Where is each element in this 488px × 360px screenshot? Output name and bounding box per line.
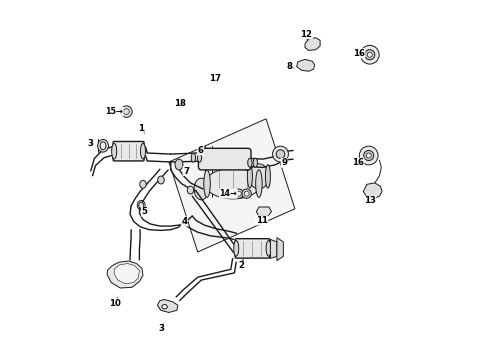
Text: 7: 7 [183, 166, 189, 175]
Text: 13: 13 [363, 197, 375, 205]
Text: 15→: 15→ [105, 107, 123, 116]
Ellipse shape [175, 159, 183, 170]
Ellipse shape [158, 176, 164, 184]
Text: 6: 6 [197, 146, 203, 155]
FancyBboxPatch shape [113, 141, 144, 161]
Text: 11: 11 [255, 216, 267, 225]
Ellipse shape [247, 165, 252, 188]
Text: 2: 2 [238, 261, 244, 270]
Circle shape [366, 153, 370, 158]
Ellipse shape [100, 142, 106, 150]
Ellipse shape [159, 303, 170, 311]
Polygon shape [168, 119, 294, 252]
Text: 4: 4 [181, 217, 187, 226]
Circle shape [272, 146, 288, 162]
Ellipse shape [204, 168, 260, 199]
Polygon shape [276, 238, 283, 261]
Text: 10: 10 [109, 299, 121, 307]
Text: 3: 3 [159, 324, 164, 333]
Text: 5: 5 [141, 207, 147, 216]
Text: 9: 9 [281, 158, 286, 167]
Text: 1: 1 [138, 124, 144, 133]
Polygon shape [270, 239, 276, 258]
Ellipse shape [248, 164, 268, 189]
Polygon shape [305, 38, 320, 50]
Ellipse shape [111, 143, 117, 159]
Circle shape [360, 45, 378, 64]
Circle shape [366, 52, 371, 57]
Polygon shape [256, 207, 271, 216]
Polygon shape [296, 59, 314, 71]
Ellipse shape [203, 170, 210, 197]
Circle shape [242, 189, 251, 198]
FancyBboxPatch shape [235, 239, 269, 258]
Ellipse shape [194, 178, 208, 200]
Circle shape [236, 191, 241, 196]
FancyBboxPatch shape [198, 148, 250, 170]
Polygon shape [157, 300, 178, 312]
Ellipse shape [139, 202, 143, 208]
Text: 8: 8 [286, 62, 292, 71]
Polygon shape [107, 261, 142, 288]
Polygon shape [114, 264, 139, 284]
Ellipse shape [247, 158, 251, 167]
Circle shape [276, 150, 284, 158]
Text: 16: 16 [351, 158, 363, 167]
Text: 18: 18 [174, 99, 186, 108]
Text: 16: 16 [352, 49, 364, 58]
Circle shape [121, 106, 132, 117]
Text: 12: 12 [300, 30, 312, 39]
Circle shape [244, 191, 249, 196]
Text: 17: 17 [208, 74, 221, 83]
Circle shape [363, 150, 373, 161]
Ellipse shape [265, 240, 270, 256]
Ellipse shape [140, 143, 145, 159]
Ellipse shape [233, 240, 238, 256]
Circle shape [234, 189, 243, 198]
Ellipse shape [187, 186, 193, 194]
Ellipse shape [98, 139, 108, 152]
Ellipse shape [191, 153, 195, 162]
Ellipse shape [265, 165, 270, 188]
Ellipse shape [255, 170, 262, 197]
Circle shape [364, 50, 374, 60]
Circle shape [359, 146, 377, 165]
Text: 14→: 14→ [219, 189, 237, 198]
Ellipse shape [162, 305, 167, 309]
Ellipse shape [253, 158, 257, 167]
Ellipse shape [140, 180, 146, 188]
Polygon shape [363, 183, 381, 199]
Ellipse shape [197, 153, 201, 162]
Text: 3: 3 [87, 139, 93, 148]
